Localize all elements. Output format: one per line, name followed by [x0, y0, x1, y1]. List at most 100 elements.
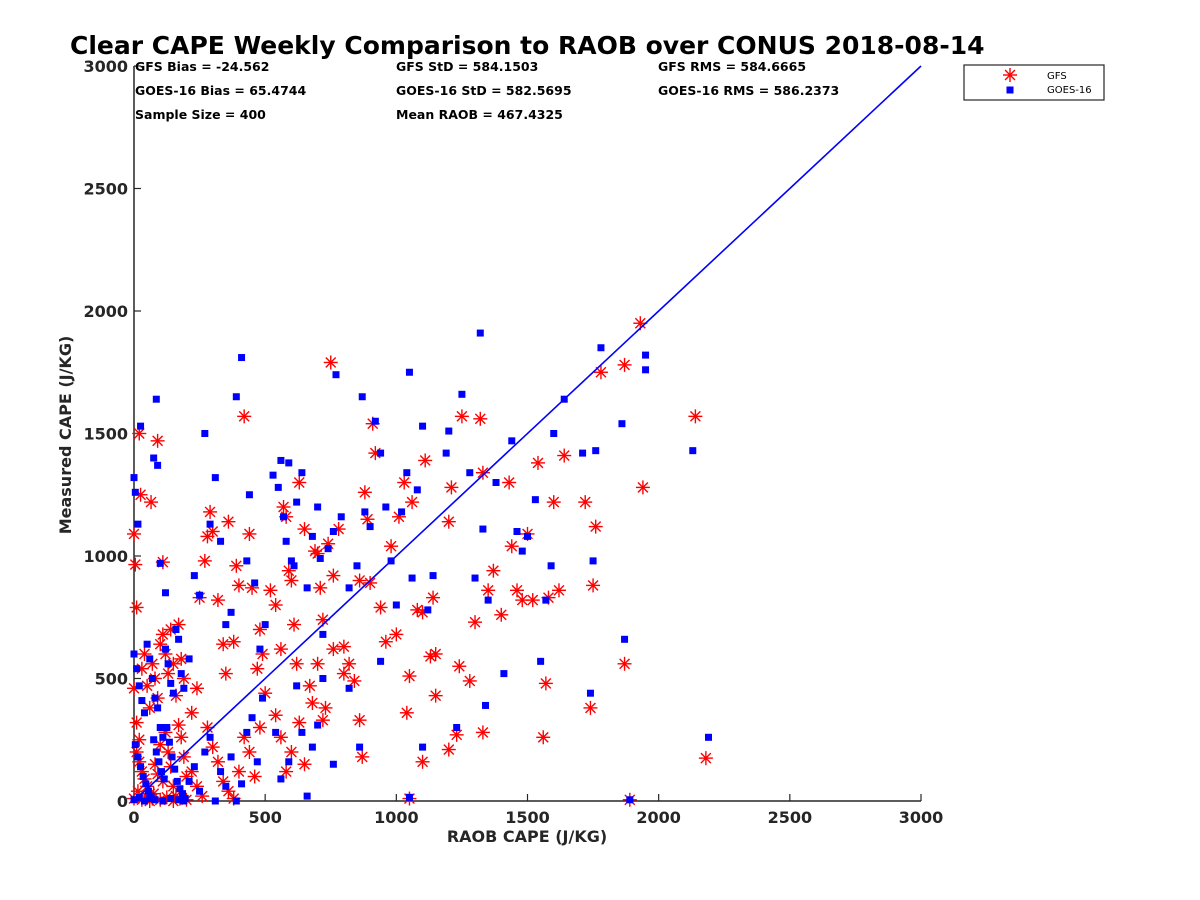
- gfs-point: [326, 568, 341, 583]
- goes-point: [211, 797, 219, 805]
- goes-point: [150, 736, 158, 744]
- gfs-point: [231, 764, 246, 779]
- goes-point: [353, 562, 361, 570]
- x-tick-label: 2000: [636, 808, 681, 827]
- gfs-point: [155, 627, 170, 642]
- goes-point: [589, 557, 597, 565]
- goes-point: [642, 351, 650, 359]
- gfs-point: [210, 593, 225, 608]
- goes-point: [705, 733, 713, 741]
- goes-point: [361, 508, 369, 516]
- gfs-point: [384, 539, 399, 554]
- gfs-point: [252, 720, 267, 735]
- gfs-point: [250, 661, 265, 676]
- goes-point: [173, 777, 181, 785]
- goes-point: [287, 557, 295, 565]
- goes-point: [621, 635, 629, 643]
- goes-point: [138, 697, 146, 705]
- goes-point: [319, 675, 327, 682]
- gfs-point: [546, 495, 561, 510]
- goes-point: [172, 626, 180, 633]
- gfs-point: [326, 642, 341, 657]
- goes-point: [161, 589, 169, 597]
- goes-point: [154, 704, 162, 712]
- goes-point: [232, 393, 240, 401]
- gfs-point: [302, 678, 317, 693]
- goes-point: [392, 601, 400, 609]
- goes-point: [146, 795, 154, 803]
- goes-point: [168, 753, 176, 761]
- goes-point: [282, 537, 290, 545]
- goes-point: [134, 753, 142, 761]
- gfs-point: [347, 673, 362, 688]
- goes-point: [513, 528, 521, 535]
- gfs-point: [263, 583, 278, 598]
- gfs-point: [231, 578, 246, 593]
- gfs-point: [486, 563, 501, 578]
- gfs-point: [441, 514, 456, 529]
- x-axis-label: RAOB CAPE (J/KG): [447, 827, 607, 846]
- gfs-point: [494, 607, 509, 622]
- gfs-point: [242, 526, 257, 541]
- goes-point: [196, 787, 204, 795]
- goes-point: [171, 765, 179, 773]
- goes-point: [618, 420, 626, 428]
- x-tick-label: 500: [248, 808, 281, 827]
- goes-point: [201, 748, 209, 756]
- goes-point: [222, 782, 230, 790]
- goes-point: [492, 479, 500, 486]
- gfs-point: [144, 495, 159, 510]
- goes-point: [356, 743, 364, 751]
- goes-point: [408, 574, 416, 582]
- goes-point: [135, 793, 143, 801]
- goes-point: [277, 456, 285, 464]
- goes-point: [251, 579, 259, 587]
- goes-point: [259, 694, 267, 702]
- gfs-point: [205, 740, 220, 755]
- goes-point: [500, 670, 508, 678]
- stat-sample-size: Sample Size = 400: [135, 107, 266, 122]
- gfs-point: [355, 749, 370, 764]
- gfs-point: [247, 769, 262, 784]
- goes-point: [429, 572, 437, 580]
- goes-point: [169, 689, 177, 697]
- chart-title: Clear CAPE Weekly Comparison to RAOB ove…: [70, 31, 985, 60]
- gfs-point: [452, 659, 467, 674]
- gfs-point: [226, 634, 241, 649]
- gfs-point: [617, 656, 632, 671]
- gfs-point: [279, 764, 294, 779]
- goes-point: [508, 437, 516, 445]
- gfs-point: [536, 730, 551, 745]
- gfs-point: [475, 465, 490, 480]
- gfs-point: [444, 480, 459, 495]
- goes-point: [185, 655, 193, 663]
- goes-point: [152, 748, 160, 756]
- legend-gfs-marker-icon: [1003, 68, 1017, 82]
- gfs-point: [336, 666, 351, 681]
- goes-point: [642, 366, 650, 374]
- gfs-point: [237, 409, 252, 424]
- goes-point: [131, 488, 139, 496]
- gfs-point: [189, 681, 204, 696]
- one-to-one-line: [133, 65, 922, 802]
- gfs-point: [415, 754, 430, 769]
- goes-point: [158, 768, 166, 776]
- goes-point: [164, 660, 172, 668]
- gfs-point: [218, 666, 233, 681]
- goes-point: [329, 528, 337, 535]
- goes-point: [248, 714, 256, 722]
- goes-point: [308, 532, 316, 540]
- gfs-point: [462, 673, 477, 688]
- goes-point: [135, 682, 143, 690]
- gfs-point: [161, 666, 176, 681]
- goes-point: [227, 753, 235, 761]
- gfs-point: [287, 617, 302, 632]
- goes-point: [155, 758, 163, 766]
- gfs-point: [426, 590, 441, 605]
- gfs-point: [127, 526, 141, 541]
- legend-gfs-asterisk: [1003, 68, 1017, 82]
- stat-goes-bias: GOES-16 Bias = 65.4744: [135, 83, 306, 98]
- goes-point: [316, 554, 324, 562]
- gfs-point: [184, 705, 199, 720]
- goes-point: [476, 329, 484, 337]
